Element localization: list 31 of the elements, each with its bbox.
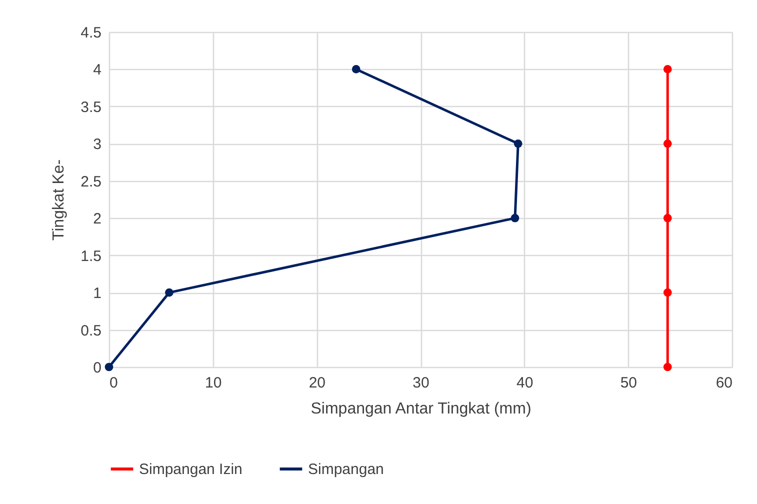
y-tick-label: 2.5 bbox=[80, 173, 102, 190]
legend-label: Simpangan bbox=[308, 461, 384, 478]
x-tick-label: 20 bbox=[308, 374, 326, 392]
point bbox=[352, 65, 360, 74]
point bbox=[104, 362, 114, 372]
y-tick-label: 3 bbox=[93, 136, 102, 154]
y-tick-label: 0.5 bbox=[80, 322, 102, 340]
x-tick-label: 60 bbox=[716, 374, 732, 392]
point bbox=[663, 288, 672, 297]
y-tick-label: 2 bbox=[93, 210, 102, 228]
x-tick-label: 0 bbox=[110, 374, 118, 392]
point bbox=[663, 139, 672, 148]
x-tick-label: 10 bbox=[204, 374, 222, 392]
x-axis-title: Simpangan Antar Tingkat (mm) bbox=[310, 400, 532, 418]
point bbox=[165, 288, 174, 297]
legend-label: Simpangan Izin bbox=[139, 461, 242, 478]
y-tick-label: 4 bbox=[93, 62, 102, 79]
point bbox=[663, 362, 672, 372]
y-tick-label: 4.5 bbox=[80, 24, 102, 42]
y-tick-label: 1 bbox=[93, 285, 102, 302]
x-tick-label: 40 bbox=[516, 374, 534, 392]
y-axis-title: Tingkat Ke- bbox=[50, 159, 68, 241]
y-tick-label: 1.5 bbox=[80, 248, 102, 265]
y-tick-label: 3.5 bbox=[80, 98, 102, 116]
point bbox=[663, 214, 672, 222]
y-tick-label: 0 bbox=[93, 360, 102, 376]
point bbox=[663, 65, 672, 74]
point bbox=[514, 139, 522, 148]
x-tick-label: 30 bbox=[412, 374, 430, 392]
point bbox=[510, 214, 520, 222]
x-tick-label: 50 bbox=[620, 374, 638, 392]
